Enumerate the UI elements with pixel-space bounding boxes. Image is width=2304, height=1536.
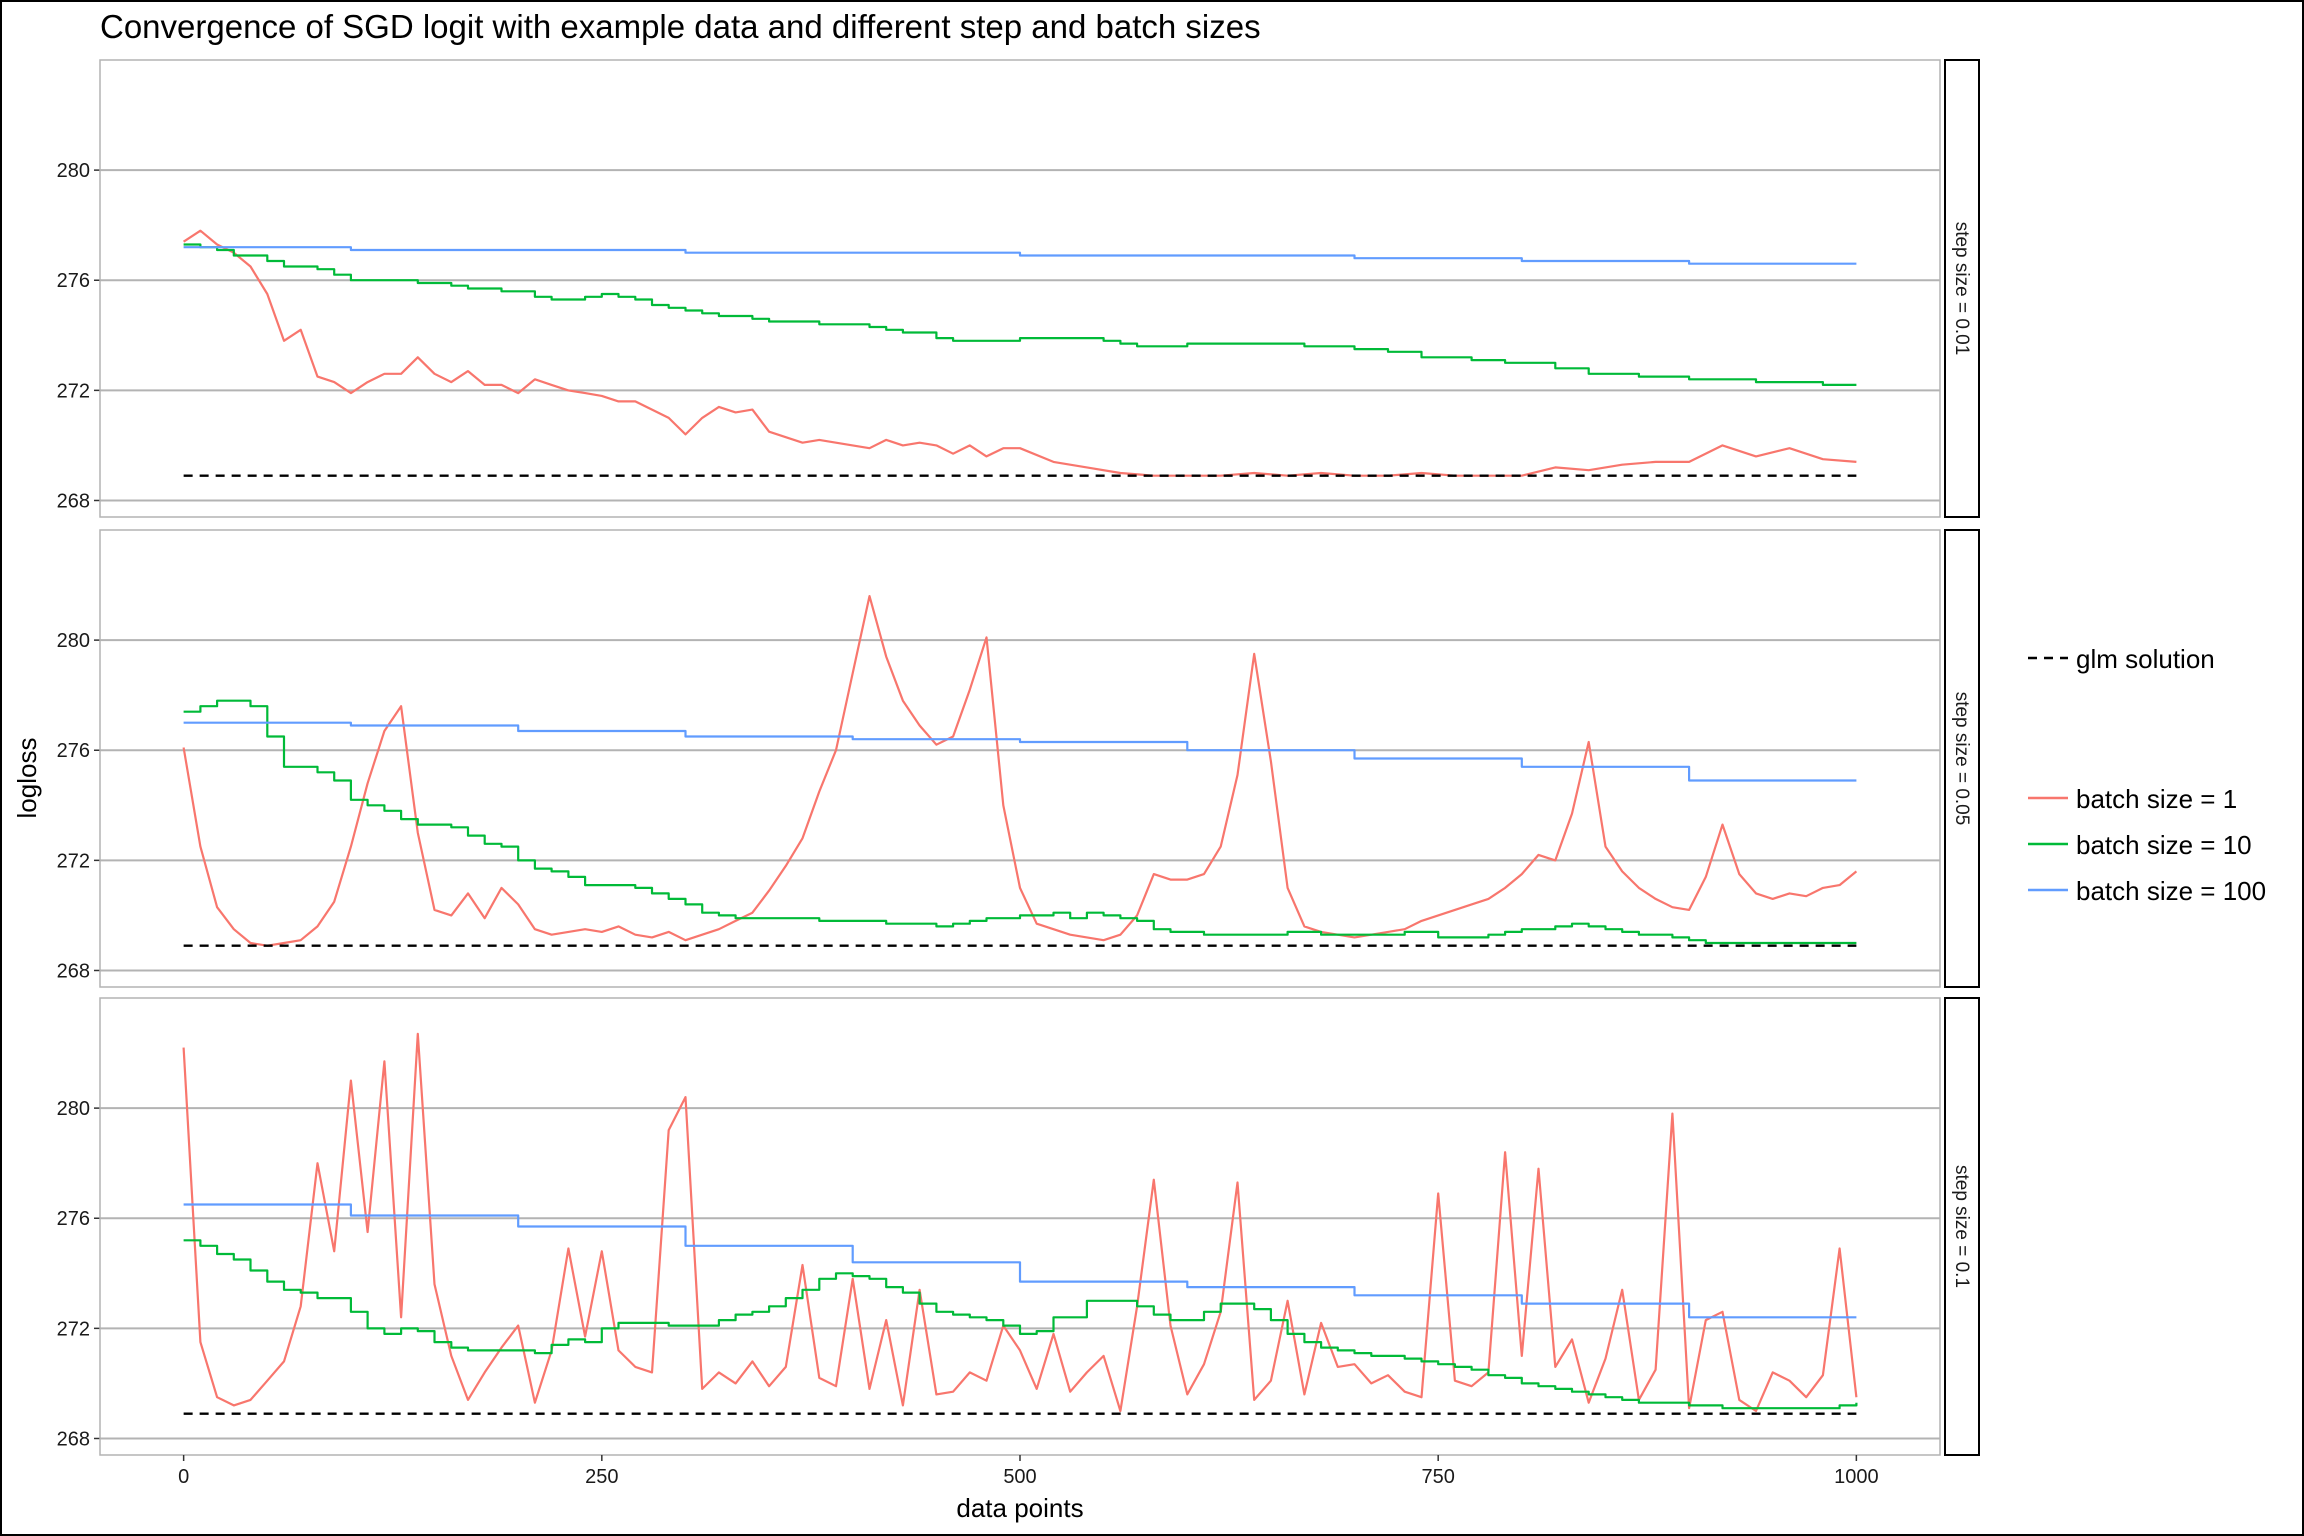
y-tick-label: 276 — [57, 270, 90, 292]
series-group — [182, 1032, 1858, 1413]
series-line-batch-size-1 — [182, 229, 1857, 477]
x-tick-label: 250 — [585, 1466, 618, 1488]
legend-label: batch size = 10 — [2076, 830, 2252, 860]
y-tick-label: 272 — [57, 850, 90, 872]
legend-label: batch size = 100 — [2076, 876, 2266, 906]
series-group — [182, 595, 1858, 947]
y-tick-label: 268 — [57, 960, 90, 982]
series-line-batch-size-100 — [183, 721, 1857, 782]
y-tick-label: 276 — [57, 1208, 90, 1230]
facet-strip — [1944, 997, 1980, 1456]
series-line-batch-size-10 — [183, 699, 1857, 945]
panel-1: 268 272 276 280 step size = 0.01 — [57, 59, 1980, 518]
y-axis-title: logloss — [12, 738, 42, 819]
y-tick-label: 276 — [57, 740, 90, 762]
panel-2: 268 272 276 280 step size = 0.05 — [57, 529, 1980, 988]
series-line-batch-size-10 — [183, 1239, 1858, 1410]
legend-item-batch-size-100: batch size = 100 — [2028, 876, 2266, 906]
y-tick-label: 280 — [57, 1098, 90, 1120]
x-tick-label: 0 — [178, 1466, 189, 1488]
legend-item-glm-solution: glm solution — [2028, 644, 2215, 674]
x-axis-title: data points — [956, 1493, 1083, 1523]
legend-label: glm solution — [2076, 644, 2215, 674]
y-tick-label: 272 — [57, 380, 90, 402]
series-line-batch-size-10 — [183, 243, 1857, 386]
facet-strip — [1944, 529, 1980, 988]
y-tick-label: 280 — [57, 160, 90, 182]
y-tick-label: 280 — [57, 630, 90, 652]
chart-title: Convergence of SGD logit with example da… — [100, 8, 1261, 45]
y-tick-label: 272 — [57, 1318, 90, 1340]
panel-border — [99, 529, 1941, 988]
x-tick-label: 1000 — [1834, 1466, 1879, 1488]
series-line-batch-size-1 — [182, 595, 1858, 947]
legend: glm solution batch size = 1 batch size = 1… — [2028, 644, 2266, 906]
panel-3: 268 272 276 280 step size = 0.1 — [57, 997, 1980, 1456]
y-tick-label: 268 — [57, 490, 90, 512]
facet-strip-label: step size = 0.1 — [1951, 1165, 1972, 1288]
legend-item-batch-size-1: batch size = 1 — [2028, 784, 2237, 814]
panel-border — [99, 59, 1941, 518]
series-line-batch-size-1 — [182, 1032, 1858, 1413]
y-tick-label: 268 — [57, 1428, 90, 1450]
facet-strip — [1944, 59, 1980, 518]
x-tick-label: 500 — [1003, 1466, 1036, 1488]
legend-item-batch-size-10: batch size = 10 — [2028, 830, 2252, 860]
legend-label: batch size = 1 — [2076, 784, 2237, 814]
facet-strip-label: step size = 0.05 — [1951, 692, 1972, 826]
panels-layer: 268 272 276 280 step size = 0.01 268 272 276 280… — [57, 59, 1980, 1488]
series-group — [182, 229, 1857, 477]
facet-strip-label: step size = 0.01 — [1951, 222, 1972, 356]
series-line-batch-size-100 — [183, 1203, 1857, 1319]
series-line-batch-size-100 — [183, 246, 1857, 265]
x-tick-label: 750 — [1421, 1466, 1454, 1488]
